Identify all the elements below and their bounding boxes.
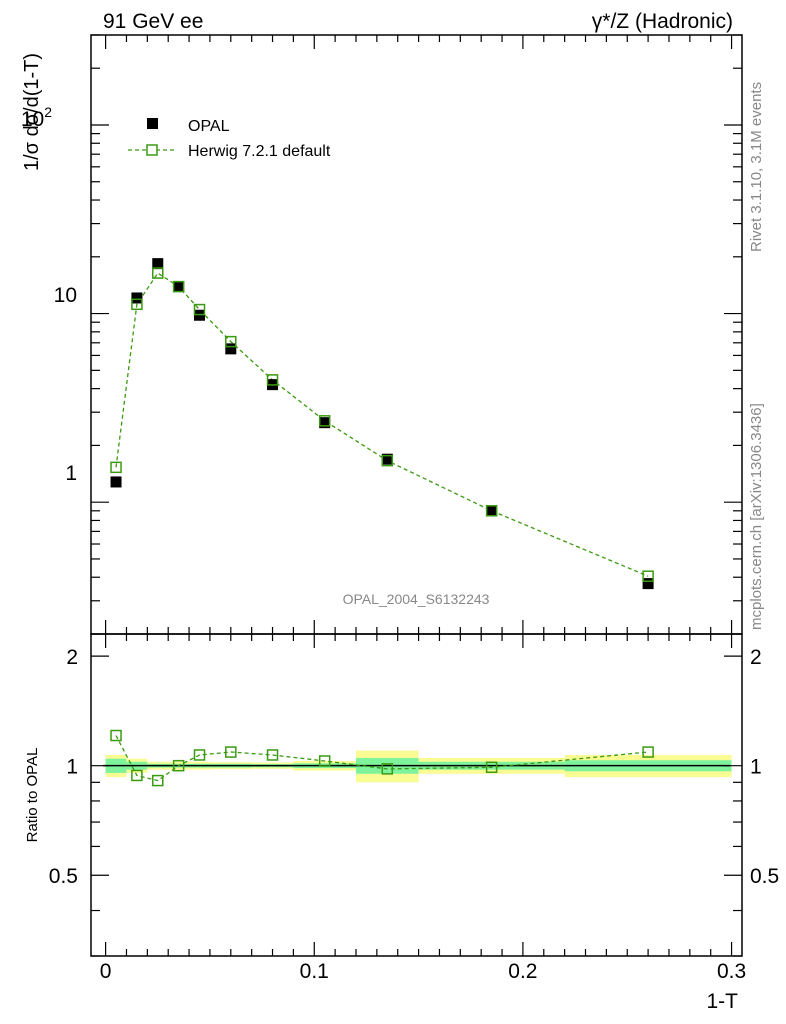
herwig-data-point — [266, 374, 279, 386]
ratio-y-tick-label-right: 1 — [750, 756, 762, 779]
opal-data-point — [110, 476, 122, 488]
legend: OPAL Herwig 7.2.1 default — [128, 118, 331, 160]
herwig-data-point — [318, 415, 331, 427]
opal-data-point — [152, 258, 164, 270]
ratio-y-tick-label-left: 0.5 — [49, 865, 78, 888]
ratio-data-marks — [110, 729, 654, 787]
herwig-data-point — [152, 267, 164, 279]
ratio-herwig-point — [318, 755, 331, 767]
header-left-label: 91 GeV ee — [103, 10, 203, 33]
x-tick-label: 0 — [100, 960, 112, 983]
opal-data-point — [131, 292, 143, 304]
ratio-herwig-point — [642, 746, 654, 758]
rivet-info-label: Rivet 3.1.10, 3.1M events — [748, 82, 765, 252]
legend-opal-marker — [147, 118, 158, 129]
herwig-data-point — [642, 570, 654, 582]
opal-data-point — [173, 281, 185, 293]
ratio-y-axis: 0.5 0.5 1 1 2 2 — [49, 646, 779, 957]
opal-data-point — [642, 578, 654, 590]
main-y-tick-label-10: 10 — [54, 284, 77, 307]
x-tick-label: 0.1 — [300, 960, 329, 983]
opal-data-point — [225, 343, 237, 355]
main-y-tick-label-1: 1 — [65, 462, 77, 485]
ratio-herwig-point — [131, 769, 143, 782]
legend-herwig-label: Herwig 7.2.1 default — [188, 143, 331, 160]
ratio-y-tick-label-left: 2 — [66, 646, 78, 669]
legend-opal-label: OPAL — [188, 118, 230, 135]
ratio-y-tick-label-right: 2 — [750, 646, 762, 669]
opal-data-point — [486, 505, 498, 517]
main-data-marks — [110, 258, 654, 590]
ratio-herwig-point — [172, 759, 185, 772]
herwig-series-line — [115, 272, 649, 577]
ratio-herwig-point — [485, 761, 498, 774]
herwig-data-point — [131, 298, 143, 311]
header-right-label: γ*/Z (Hadronic) — [592, 10, 733, 33]
opal-data-point — [381, 453, 393, 465]
analysis-label: OPAL_2004_S6132243 — [343, 591, 490, 607]
ratio-panel: 0.5 0.5 1 1 2 2 0 0.1 0.2 0.3 Ratio to OPAL 1-T — [24, 633, 779, 1013]
herwig-data-point — [485, 505, 498, 517]
ratio-y-axis-label: Ratio to OPAL — [24, 748, 41, 843]
x-axis-label: 1-T — [707, 990, 739, 1013]
ratio-herwig-point — [381, 763, 394, 775]
main-y-axis — [91, 34, 742, 635]
herwig-data-point — [381, 454, 394, 467]
ratio-y-tick-label-left: 1 — [66, 756, 78, 779]
main-y-axis-label: 1/σ dσ/d(1-T) — [21, 53, 43, 171]
main-y-tick-label-100: 102 — [21, 104, 52, 131]
ratio-herwig-point — [152, 774, 164, 787]
ratio-herwig-point — [266, 749, 279, 761]
ratio-herwig-point — [110, 729, 122, 742]
ratio-herwig-point — [193, 749, 206, 761]
herwig-data-point — [110, 461, 122, 474]
ratio-herwig-point — [225, 746, 237, 758]
herwig-data-point — [225, 335, 237, 348]
ratio-x-axis: 0 0.1 0.2 0.3 — [100, 634, 746, 983]
ratio-panel-frame — [90, 633, 743, 957]
x-tick-label: 0.3 — [717, 960, 746, 983]
herwig-data-point — [193, 303, 206, 316]
x-tick-label: 0.2 — [508, 960, 537, 983]
main-panel: 1/σ dσ/d(1-T) 102 10 1 OPAL_2004_S613224… — [21, 34, 743, 635]
ratio-y-tick-label-right: 0.5 — [750, 865, 779, 888]
legend-herwig-marker — [146, 144, 158, 156]
opal-data-point — [319, 417, 331, 429]
herwig-data-point — [172, 280, 185, 293]
main-x-ticks — [105, 35, 733, 634]
mcplots-info-label: mcplots.cern.ch [arXiv:1306.3436] — [748, 403, 765, 630]
ratio-herwig-line — [115, 735, 649, 782]
